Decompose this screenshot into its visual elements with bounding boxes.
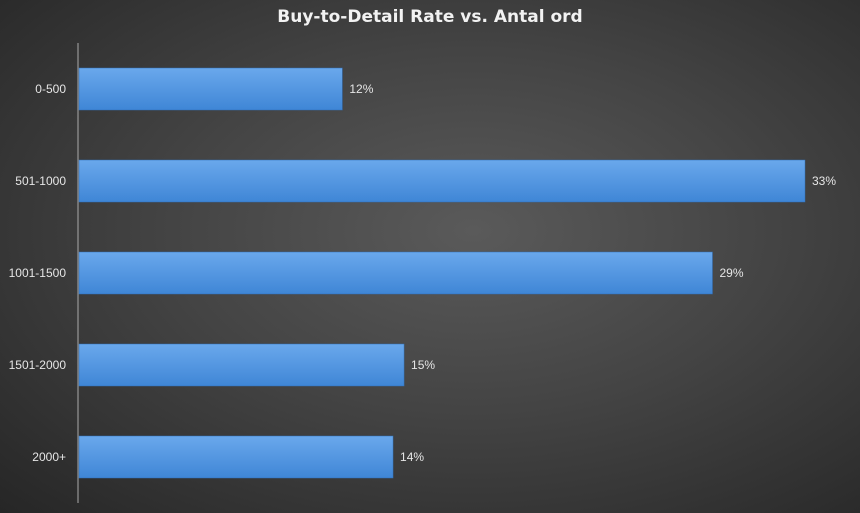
data-label: 14% <box>400 450 424 464</box>
data-label: 12% <box>349 82 373 96</box>
bar-1501-2000 <box>78 343 405 387</box>
chart-title: Buy-to-Detail Rate vs. Antal ord <box>277 7 583 27</box>
bar-0-500 <box>78 67 343 111</box>
category-label: 2000+ <box>32 450 66 464</box>
bar-501-1000 <box>78 159 806 203</box>
category-label: 501-1000 <box>15 174 66 188</box>
bar-2000+ <box>78 435 394 479</box>
data-label: 29% <box>719 266 743 280</box>
data-label: 33% <box>812 174 836 188</box>
data-label: 15% <box>411 358 435 372</box>
category-label: 0-500 <box>35 82 66 96</box>
bar-1001-1500 <box>78 251 713 295</box>
category-label: 1501-2000 <box>9 358 67 372</box>
category-label: 1001-1500 <box>9 266 67 280</box>
